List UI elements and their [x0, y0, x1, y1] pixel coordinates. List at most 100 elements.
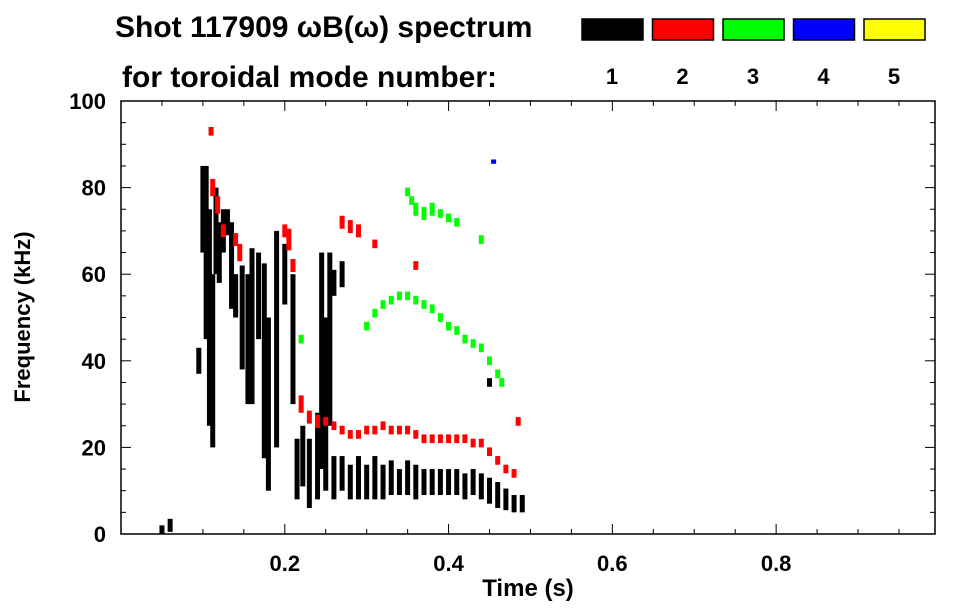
- mode-3-mark: [421, 207, 427, 221]
- mode-3-mark: [499, 378, 505, 387]
- mode-1-mark: [306, 438, 312, 509]
- mode-1-mark: [470, 469, 476, 496]
- mode-3-mark: [495, 369, 501, 379]
- mode-1-mark: [405, 460, 411, 496]
- mode-1-mark: [216, 222, 222, 283]
- mode-1-mark: [339, 456, 345, 491]
- mode-1-mark: [167, 518, 173, 532]
- legend-swatch-mode-3: [722, 18, 785, 41]
- legend-label-mode-4: 4: [817, 64, 830, 89]
- axes: 0.2 0.4 0.6 0.8 0 20 40 60 80 100: [69, 89, 935, 576]
- mode-2-mark: [208, 126, 214, 136]
- y-tick-label: 100: [69, 89, 106, 114]
- mode-3-mark: [487, 356, 493, 366]
- mode-1-mark: [462, 473, 468, 500]
- mode-2-mark: [282, 224, 288, 238]
- mode-1-mark: [256, 252, 262, 340]
- y-tick-label: 80: [82, 176, 106, 201]
- mode-2-mark: [487, 447, 493, 457]
- mode-2-mark: [315, 414, 321, 428]
- mode-1-mark: [355, 456, 361, 500]
- mode-2-mark: [470, 438, 476, 448]
- mode-3-mark: [429, 202, 435, 216]
- mode-2-mark: [515, 417, 521, 426]
- mode-3-mark: [478, 235, 484, 244]
- mode-2-mark: [355, 224, 361, 238]
- mode-1-mark: [229, 222, 235, 309]
- mode-1-mark: [206, 209, 212, 426]
- mode-2-mark: [421, 434, 427, 444]
- legend-swatch-mode-5: [863, 18, 926, 41]
- mode-1-mark: [261, 263, 267, 459]
- y-tick-label: 40: [82, 349, 106, 374]
- mode-1-mark: [290, 274, 296, 405]
- legend-swatch-mode-1: [581, 18, 644, 41]
- mode-3-mark: [413, 202, 419, 216]
- mode-2-mark: [237, 243, 243, 262]
- mode-2-mark: [339, 425, 345, 435]
- mode-1-mark: [446, 469, 452, 496]
- y-axis-label: Frequency (kHz): [10, 231, 35, 402]
- mode-1-mark: [323, 317, 329, 491]
- y-tick-label: 0: [94, 522, 106, 547]
- mode-2-mark: [429, 434, 435, 444]
- mode-1-mark: [454, 469, 460, 496]
- x-tick-label: 0.6: [597, 551, 628, 576]
- mode-1-mark: [196, 347, 202, 374]
- mode-1-mark: [210, 274, 216, 448]
- mode-2-mark: [380, 421, 386, 431]
- legend-label-mode-3: 3: [747, 64, 759, 89]
- mode-2-mark: [396, 425, 402, 435]
- mode-2-mark: [405, 425, 411, 435]
- mode-1-mark: [315, 412, 321, 500]
- mode-1-mark: [339, 261, 345, 288]
- legend-swatch-mode-4: [792, 18, 856, 41]
- mode-3-mark: [364, 321, 370, 331]
- mode-3-mark: [380, 300, 386, 309]
- mode-3-mark: [429, 304, 435, 314]
- mode-2-mark: [220, 224, 226, 238]
- mode-2-mark: [210, 178, 216, 197]
- chart-title: Shot 117909 ωB(ω) spectrum: [115, 11, 532, 44]
- y-tick-label: 60: [82, 262, 106, 287]
- mode-1-mark: [224, 209, 230, 236]
- mode-2-mark: [511, 469, 517, 478]
- mode-1-mark: [300, 425, 306, 487]
- mode-1-mark: [203, 165, 209, 340]
- mode-2-mark: [233, 233, 239, 247]
- mode-2-mark: [495, 456, 501, 465]
- mode-2-mark: [298, 395, 304, 413]
- mode-2-mark: [339, 215, 345, 229]
- mode-1-mark: [239, 265, 245, 370]
- mode-3-mark: [409, 196, 415, 205]
- mode-3-mark: [372, 308, 378, 318]
- mode-4-mark: [491, 159, 497, 164]
- chart-subtitle: for toroidal mode number:: [122, 61, 497, 94]
- mode-1-mark: [487, 378, 493, 387]
- x-tick-label: 0.8: [761, 551, 792, 576]
- mode-1-mark: [213, 187, 219, 275]
- mode-2-mark: [413, 430, 419, 439]
- legend: 1 2 3 4 5: [581, 18, 926, 89]
- mode-2-mark: [364, 425, 370, 435]
- x-axis-label: Time (s): [482, 575, 574, 602]
- spectrum-marks: [159, 126, 525, 534]
- mode-1-mark: [327, 252, 333, 426]
- mode-1-mark: [487, 477, 493, 504]
- mode-1-mark: [265, 317, 271, 491]
- mode-1-mark: [429, 469, 435, 496]
- mode-3-mark: [462, 334, 468, 344]
- mode-3-mark: [446, 321, 452, 331]
- mode-2-mark: [331, 421, 337, 431]
- mode-3-mark: [454, 217, 460, 227]
- mode-2-mark: [503, 464, 509, 474]
- mode-1-mark: [495, 482, 501, 509]
- mode-1-mark: [519, 495, 525, 513]
- mode-2-mark: [478, 438, 484, 448]
- mode-2-mark: [437, 434, 443, 444]
- mode-1-mark: [249, 248, 255, 405]
- x-tick-label: 0.4: [433, 551, 464, 576]
- mode-3-mark: [421, 300, 427, 309]
- mode-2-mark: [413, 261, 419, 270]
